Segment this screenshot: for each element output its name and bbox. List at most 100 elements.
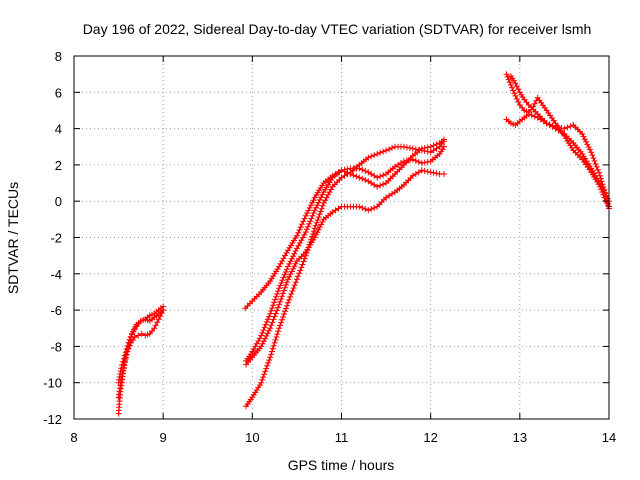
data-point-marker: [597, 175, 604, 182]
data-point-marker: [271, 339, 278, 346]
data-point-marker: [300, 258, 307, 265]
data-point-marker: [263, 318, 270, 325]
data-point-marker: [285, 263, 291, 270]
data-point-marker: [362, 177, 369, 183]
data-point-marker: [264, 362, 271, 369]
data-point-marker: [117, 368, 124, 375]
data-point-marker: [272, 310, 279, 317]
data-point-marker: [356, 174, 363, 181]
series-line: [245, 169, 444, 365]
data-point-marker: [268, 322, 275, 329]
data-point-marker: [258, 343, 265, 350]
data-point-marker: [368, 206, 375, 213]
data-point-marker: [271, 313, 278, 320]
data-point-marker: [513, 96, 520, 102]
data-point-marker: [421, 148, 428, 154]
data-point-marker: [308, 236, 315, 243]
data-point-marker: [135, 332, 142, 339]
data-point-marker: [315, 214, 322, 221]
data-point-marker: [316, 211, 323, 218]
data-point-marker: [277, 298, 284, 305]
data-point-marker: [316, 224, 323, 231]
data-point-marker: [272, 336, 279, 343]
data-point-marker: [256, 335, 263, 342]
data-point-marker: [506, 79, 513, 86]
data-point-marker: [151, 325, 158, 332]
data-point-marker: [306, 204, 313, 211]
data-point-marker: [301, 215, 308, 222]
data-point-marker: [293, 276, 300, 283]
data-point-marker: [152, 322, 159, 329]
data-point-marker: [421, 168, 428, 174]
data-point-marker: [592, 161, 599, 167]
data-point-marker: [313, 204, 319, 211]
data-point-marker: [418, 160, 425, 167]
data-point-marker: [282, 252, 288, 259]
data-point-marker: [258, 379, 265, 386]
data-point-marker: [583, 138, 590, 145]
chart-title: Day 196 of 2022, Sidereal Day-to-day VTE…: [83, 21, 592, 37]
x-tick-label: 12: [423, 430, 437, 445]
data-point-marker: [279, 277, 286, 284]
data-point-marker: [313, 219, 320, 226]
data-point-marker: [282, 308, 288, 315]
data-point-marker: [528, 112, 535, 119]
data-point-marker: [512, 92, 519, 99]
data-point-marker: [300, 218, 307, 225]
data-point-marker: [591, 158, 598, 164]
data-point-marker: [515, 86, 522, 93]
data-point-marker: [311, 207, 318, 214]
data-point-marker: [421, 159, 428, 166]
y-axis-label: SDTVAR / TECUs: [5, 182, 21, 294]
series-arc-c3: [507, 73, 612, 210]
data-point-marker: [386, 146, 393, 153]
data-point-marker: [359, 175, 366, 182]
data-point-marker: [513, 83, 520, 90]
data-point-marker: [441, 138, 447, 145]
data-point-marker: [590, 155, 597, 162]
data-point-marker: [272, 296, 279, 303]
data-point-marker: [296, 227, 303, 233]
data-point-marker: [531, 100, 538, 107]
data-point-marker: [268, 348, 275, 355]
data-point-marker: [296, 239, 303, 246]
data-point-marker: [261, 371, 268, 378]
data-point-marker: [264, 330, 271, 337]
data-point-marker: [283, 281, 289, 288]
data-point-marker: [253, 340, 260, 347]
data-point-marker: [314, 217, 321, 223]
data-point-marker: [309, 233, 316, 240]
data-point-marker: [585, 144, 592, 150]
data-point-marker: [600, 184, 607, 190]
data-point-marker: [377, 173, 384, 180]
data-point-marker: [338, 167, 345, 174]
data-point-marker: [282, 269, 289, 275]
data-point-marker: [302, 229, 309, 236]
data-point-marker: [313, 231, 319, 238]
data-point-marker: [314, 229, 321, 236]
data-point-marker: [124, 342, 131, 349]
data-point-marker: [589, 152, 596, 159]
data-point-marker: [310, 228, 317, 235]
data-point-marker: [315, 226, 322, 233]
data-point-marker: [291, 282, 298, 289]
data-point-marker: [374, 174, 381, 181]
data-point-marker: [315, 199, 322, 206]
data-point-marker: [260, 338, 267, 345]
data-point-marker: [546, 121, 553, 128]
y-tick-label: 2: [55, 158, 62, 173]
y-tick-label: 4: [55, 122, 62, 137]
data-point-marker: [277, 322, 284, 329]
data-point-marker: [290, 253, 297, 260]
data-point-marker: [290, 265, 297, 272]
data-point-marker: [593, 163, 600, 170]
y-tick-label: 0: [55, 194, 62, 209]
data-point-marker: [318, 221, 325, 228]
data-point-marker: [292, 260, 299, 267]
data-point-marker: [123, 346, 130, 353]
data-point-marker: [284, 302, 290, 309]
data-point-marker: [602, 192, 609, 199]
data-point-marker: [412, 157, 419, 164]
data-point-marker: [281, 271, 288, 278]
data-point-marker: [427, 169, 434, 176]
